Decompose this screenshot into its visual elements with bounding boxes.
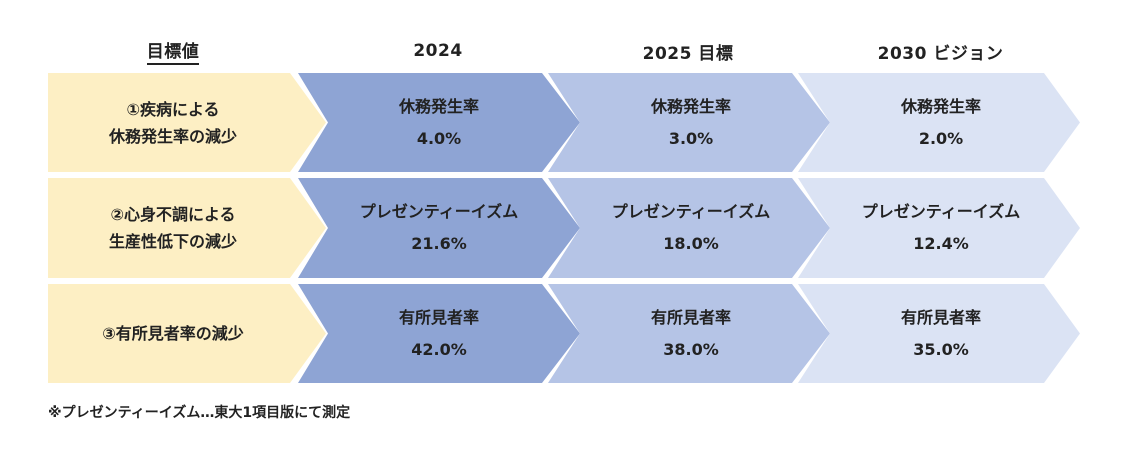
row-3-2025-value: 38.0% [663,339,719,359]
header-2030-vision: 2030 ビジョン [877,43,1004,64]
row-1-2025-cell: 休務発生率 3.0% [548,73,830,172]
row-2-2030-cell: プレゼンティーイズム 12.4% [798,178,1080,278]
row-2-2030-metric: プレゼンティーイズム [861,202,1021,221]
row-2-2024-metric: プレゼンティーイズム [359,202,519,221]
header-target-values: 目標値 [48,36,298,66]
row-1-2030-cell: 休務発生率 2.0% [798,73,1080,172]
row-3-2025-metric: 有所見者率 [650,307,731,327]
row-1-2025-metric: 休務発生率 [650,96,731,116]
row-3-label-arrow [48,284,326,383]
row-1-label-line2: 休務発生率の減少 [108,126,237,146]
header-2024: 2024 [413,41,463,61]
row-1-label-arrow [48,73,326,172]
row-2-2025-value: 18.0% [663,234,719,253]
row-1-label-line1: ①疾病による [126,99,220,119]
row-2-2030-value: 12.4% [913,234,969,253]
row-2-2025-cell: プレゼンティーイズム 18.0% [548,178,830,278]
row-1-2024-value: 4.0% [416,128,462,148]
row-3-2030-value: 35.0% [913,339,969,359]
row-3-label-line1: ③有所見者率の減少 [102,324,244,343]
row-2-label-line2: 生産性低下の減少 [108,232,237,251]
row-2-label-line1: ②心身不調による [110,205,236,224]
row-1-label: ①疾病による 休務発生率の減少 [48,73,326,172]
row-3-2030-cell: 有所見者率 35.0% [798,284,1080,383]
row-3-label-text: ③有所見者率の減少 [48,284,298,383]
row-3-2030-metric: 有所見者率 [900,307,981,327]
row-2-label-arrow [48,178,326,278]
row-2-2025-metric: プレゼンティーイズム [611,202,771,221]
row-2-label: ②心身不調による 生産性低下の減少 [48,178,326,278]
row-1-label-text: ①疾病による 休務発生率の減少 [48,73,298,172]
row-3-2024-value: 42.0% [411,339,467,359]
header-2025-target: 2025 目標 [642,43,734,64]
row-1-2024-metric: 休務発生率 [398,96,479,116]
row-2-label-text: ②心身不調による 生産性低下の減少 [48,178,298,278]
row-1-2025-value: 3.0% [668,128,714,148]
row-3-2025-cell: 有所見者率 38.0% [548,284,830,383]
row-2-2024-value: 21.6% [411,234,467,253]
row-3-label: ③有所見者率の減少 [48,284,326,383]
row-2-2024-cell: プレゼンティーイズム 21.6% [298,178,580,278]
row-3-2024-metric: 有所見者率 [398,307,479,327]
footnote: ※プレゼンティーイズム…東大1項目版にて測定 [48,405,351,421]
row-1-2024-cell: 休務発生率 4.0% [298,73,580,172]
header-target-values-label: 目標値 [146,37,200,65]
row-1-2030-value: 2.0% [918,128,964,148]
row-3-2024-cell: 有所見者率 42.0% [298,284,580,383]
row-1-2030-metric: 休務発生率 [900,96,981,116]
